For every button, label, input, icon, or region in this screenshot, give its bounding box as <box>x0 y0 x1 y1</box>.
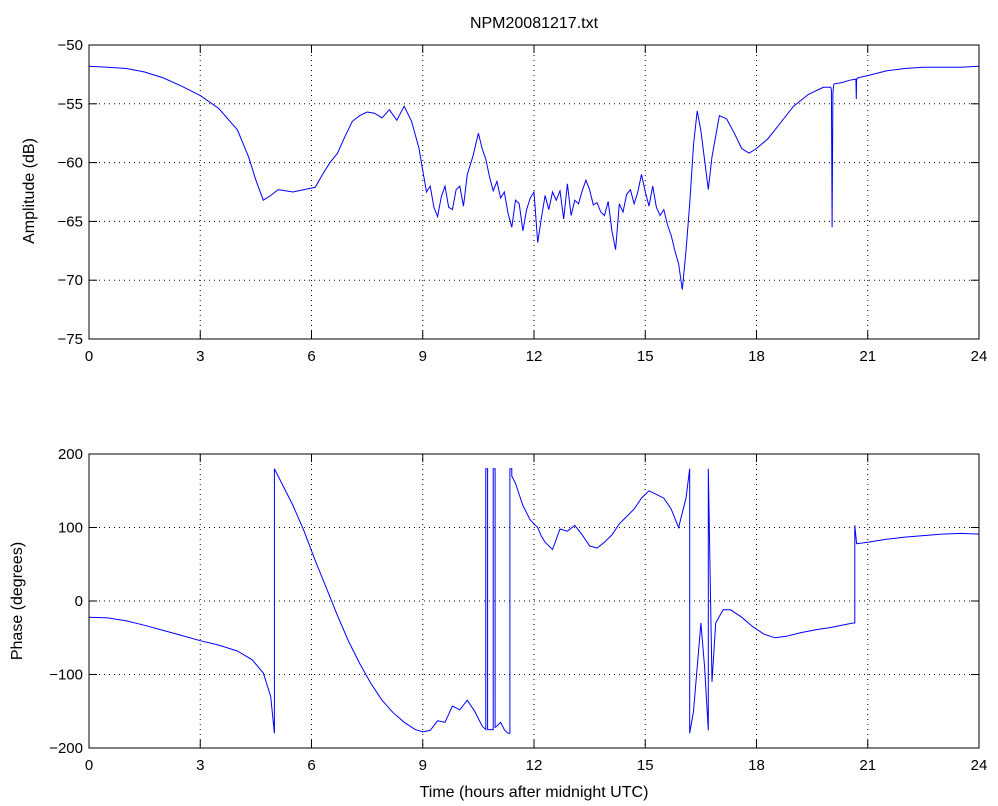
amplitude-x-tick-label-2: 6 <box>307 348 315 365</box>
amplitude-x-tick-label-4: 12 <box>526 348 543 365</box>
phase-panel: 0 3 6 9 12 15 18 21 24 −200 −100 0 100 200 Phase (deg… <box>9 446 987 801</box>
phase-y-tick-label-3: 100 <box>58 520 83 537</box>
amplitude-y-tick-label-4: −55 <box>58 96 83 113</box>
phase-x-tick-label-4: 12 <box>526 757 543 774</box>
phase-x-tick-label-3: 9 <box>419 757 427 774</box>
amplitude-y-tick-label-2: −65 <box>58 213 83 230</box>
amplitude-x-tick-label-0: 0 <box>85 348 93 365</box>
phase-x-tick-label-7: 21 <box>859 757 876 774</box>
amplitude-series-layer <box>88 65 980 290</box>
phase-y-axis-label: Phase (degrees) <box>9 542 26 660</box>
phase-x-tick-label-2: 6 <box>307 757 315 774</box>
phase-x-axis-label: Time (hours after midnight UTC) <box>420 784 649 801</box>
amplitude-x-tick-label-6: 18 <box>748 348 765 365</box>
amplitude-grid <box>89 45 979 339</box>
amplitude-y-tick-label-5: −50 <box>58 37 83 54</box>
amplitude-panel: 0 3 6 9 12 15 18 21 24 −75 −70 −65 −60 −55 −50 Amplitu… <box>21 37 987 365</box>
phase-x-tick-label-6: 18 <box>748 757 765 774</box>
phase-x-tick-label-8: 24 <box>971 757 988 774</box>
phase-ticks: 0 3 6 9 12 15 18 21 24 −200 −100 0 100 200 <box>49 446 987 774</box>
amplitude-y-tick-label-3: −60 <box>58 155 83 172</box>
phase-y-tick-label-1: −100 <box>49 667 83 684</box>
amplitude-x-tick-label-3: 9 <box>419 348 427 365</box>
amplitude-x-tick-label-7: 21 <box>859 348 876 365</box>
phase-x-tick-label-0: 0 <box>85 757 93 774</box>
figure-title: NPM20081217.txt <box>470 15 599 32</box>
phase-y-tick-label-4: 200 <box>58 446 83 463</box>
amplitude-x-tick-label-8: 24 <box>971 348 988 365</box>
amplitude-y-tick-label-1: −70 <box>58 272 83 289</box>
amplitude-series-line-0 <box>88 65 980 290</box>
phase-y-tick-label-2: 0 <box>75 593 83 610</box>
phase-grid <box>89 454 979 748</box>
amplitude-y-axis-label: Amplitude (dB) <box>21 138 38 244</box>
phase-x-tick-label-5: 15 <box>637 757 654 774</box>
amplitude-x-tick-label-1: 3 <box>196 348 204 365</box>
phase-x-tick-label-1: 3 <box>196 757 204 774</box>
amplitude-ticks: 0 3 6 9 12 15 18 21 24 −75 −70 −65 −60 −55 −50 <box>58 37 988 365</box>
amplitude-y-tick-label-0: −75 <box>58 331 83 348</box>
amplitude-x-tick-label-5: 15 <box>637 348 654 365</box>
phase-series-line-0 <box>88 468 980 734</box>
phase-y-tick-label-0: −200 <box>49 740 83 757</box>
phase-series-layer <box>88 468 980 734</box>
